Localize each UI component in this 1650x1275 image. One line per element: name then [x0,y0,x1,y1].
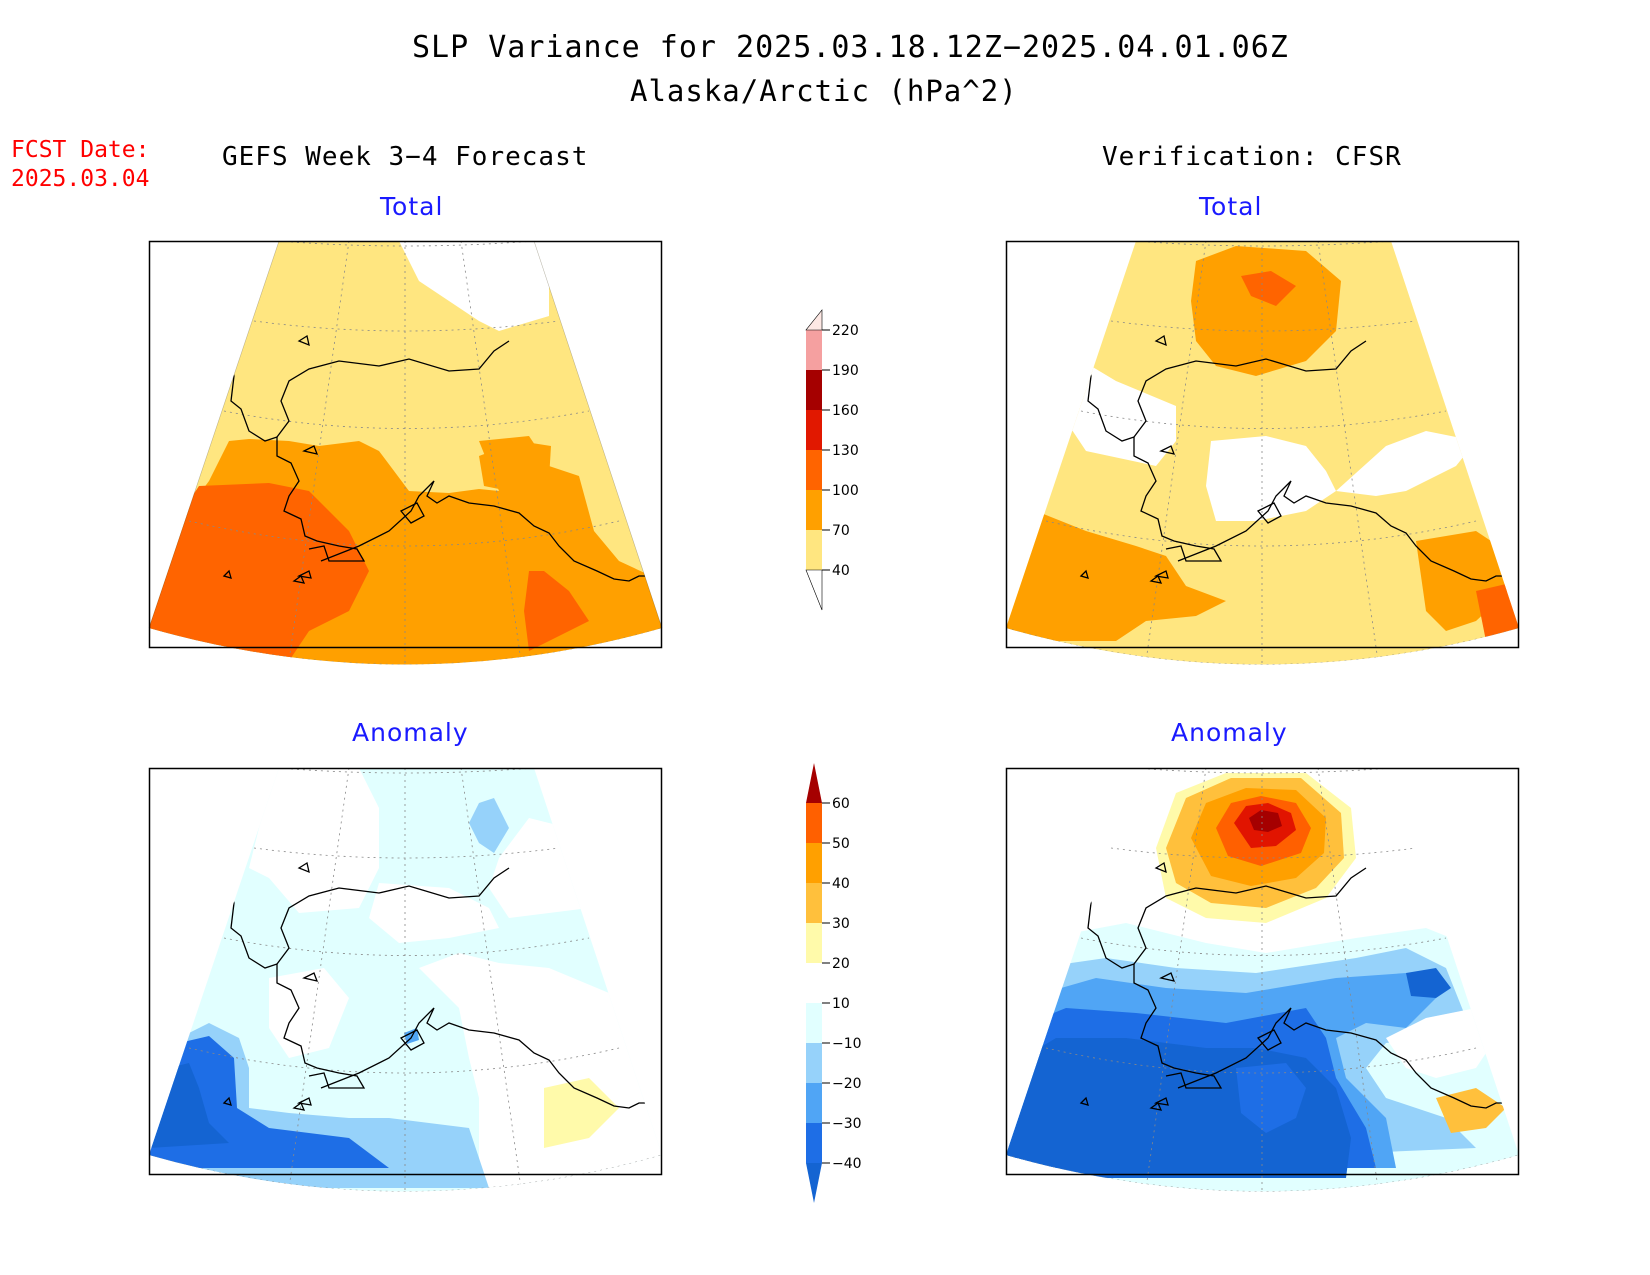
map-frame [148,240,663,649]
main-title: SLP Variance for 2025.03.18.12Z−2025.04.… [412,30,1289,65]
colorbar-total-box [806,330,822,370]
colorbar-total-box [806,450,822,490]
colorbar-total-bottom-wedge [805,569,823,611]
colorbar-anomaly-bottom-arrow [806,1163,822,1203]
colorbar-anomaly-tick-label: 20 [832,956,850,972]
colorbar-anomaly-box [806,1043,822,1083]
colorbar-total-tick-label: 70 [832,523,850,539]
left-column-title: GEFS Week 3−4 Forecast [222,142,589,172]
colorbar-anomaly-box [806,923,822,963]
colorbar-total-tick-label: 190 [832,363,859,379]
colorbar-anomaly-box [806,1003,822,1043]
colorbar-anomaly-box [806,1123,822,1163]
colorbar-anomaly-tick-label: −40 [832,1156,862,1172]
colorbar-total: 40 70 100 130 160 190 220 [805,309,859,611]
map-frame [148,767,663,1176]
map-verification-anomaly [1005,767,1520,1192]
map-frame [1005,767,1520,1176]
map-forecast-total [148,240,663,665]
colorbar-anomaly-tick-label: 50 [832,836,850,852]
map-frame [1005,240,1520,649]
colorbar-total-box [806,490,822,530]
panel-title-top-right: Total [1199,192,1263,221]
colorbar-anomaly-top-arrow [806,763,822,803]
colorbar-total-tick-label: 40 [832,563,850,579]
colorbar-total-box [806,530,822,570]
colorbar-total-tick-label: 100 [832,483,859,499]
colorbar-anomaly-tick-label: 30 [832,916,850,932]
colorbar-total-top-wedge [805,309,823,331]
colorbar-total-tick-label: 160 [832,403,859,419]
colorbar-anomaly-box [806,843,822,883]
colorbar-anomaly-tick-label: −10 [832,1036,862,1052]
panel-title-bottom-left: Anomaly [352,718,469,747]
map-verification-total [1005,240,1520,665]
right-column-title: Verification: CFSR [1102,142,1402,172]
panel-title-bottom-right: Anomaly [1171,718,1288,747]
subtitle: Alaska/Arctic (hPa^2) [630,74,1018,108]
colorbar-total-box [806,370,822,410]
colorbar-anomaly-box [806,963,822,1003]
colorbar-total-tick-label: 130 [832,443,859,459]
panel-title-top-left: Total [380,192,444,221]
colorbar-anomaly-box [806,1083,822,1123]
colorbar-anomaly-box [806,883,822,923]
fcst-date-value: 2025.03.04 [11,166,150,192]
fcst-date-label: FCST Date: [11,137,150,163]
colorbar-total-tick-label: 220 [832,323,859,339]
colorbar-anomaly-tick-label: 40 [832,876,850,892]
colorbar-anomaly-tick-label: −30 [832,1116,862,1132]
colorbar-total-box [806,410,822,450]
colorbar-anomaly-tick-label: −20 [832,1076,862,1092]
colorbar-anomaly: −40 −30 −20 −10 10 20 30 40 50 60 [806,763,862,1203]
colorbar-anomaly-box [806,803,822,843]
map-forecast-anomaly [148,767,663,1192]
colorbar-anomaly-tick-label: 10 [832,996,850,1012]
colorbar-anomaly-tick-label: 60 [832,796,850,812]
